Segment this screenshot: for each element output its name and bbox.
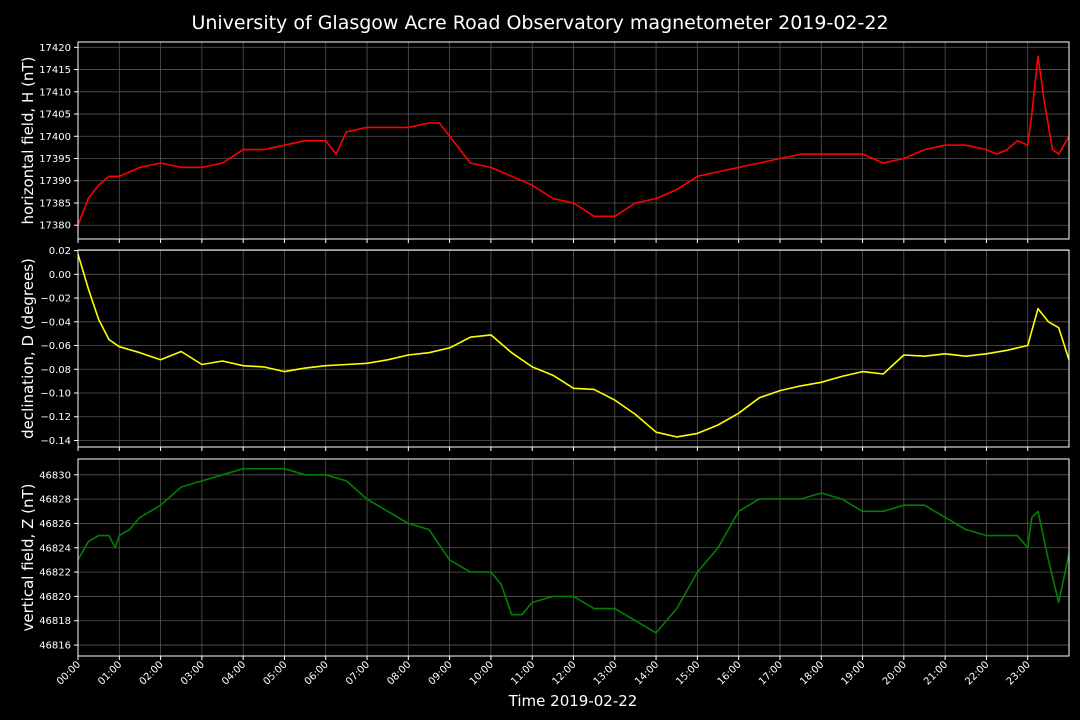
y-tick-label: 46818 [39,616,71,627]
y-tick-label: −0.06 [40,341,71,352]
panel-2: 0.02 0.00 −0.02 −0.04 −0.06 −0.08 −0.10 −0.12 −0… [19,246,1070,451]
y-tick-label: 46816 [39,641,71,652]
panel-1: 17380 17385 17390 17395 17400 17405 17410 17415… [19,41,1070,243]
y-tick-label: 46820 [39,592,71,603]
y-tick-label: 0.02 [49,246,71,257]
y-axis-label: vertical field, Z (nT) [19,483,37,631]
y-tick-label: −0.04 [40,317,71,328]
y-axis-label: declination, D (degrees) [19,258,37,439]
x-axis-label: Time 2019-02-22 [508,692,638,710]
y-tick-label: 17380 [39,221,71,232]
y-tick-label: −0.10 [40,389,71,400]
y-tick-label: 17420 [39,43,71,54]
y-tick-label: 46822 [39,568,71,579]
y-tick-label: −0.08 [40,365,71,376]
y-axis-label: horizontal field, H (nT) [19,57,37,225]
series-line [77,467,1070,634]
y-tick-label: −0.14 [40,436,71,447]
y-tick-label: 46830 [39,470,71,481]
series-line [77,55,1070,226]
y-tick-label: 46824 [39,543,71,554]
y-tick-label: 17390 [39,176,71,187]
series-line [77,253,1070,438]
y-tick-label: −0.02 [40,294,71,305]
y-tick-label: 17415 [39,65,71,76]
y-tick-label: 17385 [39,198,71,209]
y-tick-label: 0.00 [49,270,71,281]
y-tick-label: 17405 [39,110,71,121]
y-tick-label: 46826 [39,519,71,530]
y-tick-label: 17410 [39,87,71,98]
y-tick-label: 46828 [39,495,71,506]
y-tick-label: −0.12 [40,412,71,423]
figure-title: University of Glasgow Acre Road Observat… [191,12,888,34]
y-tick-label: 17395 [39,154,71,165]
y-tick-label: 17400 [39,132,71,143]
